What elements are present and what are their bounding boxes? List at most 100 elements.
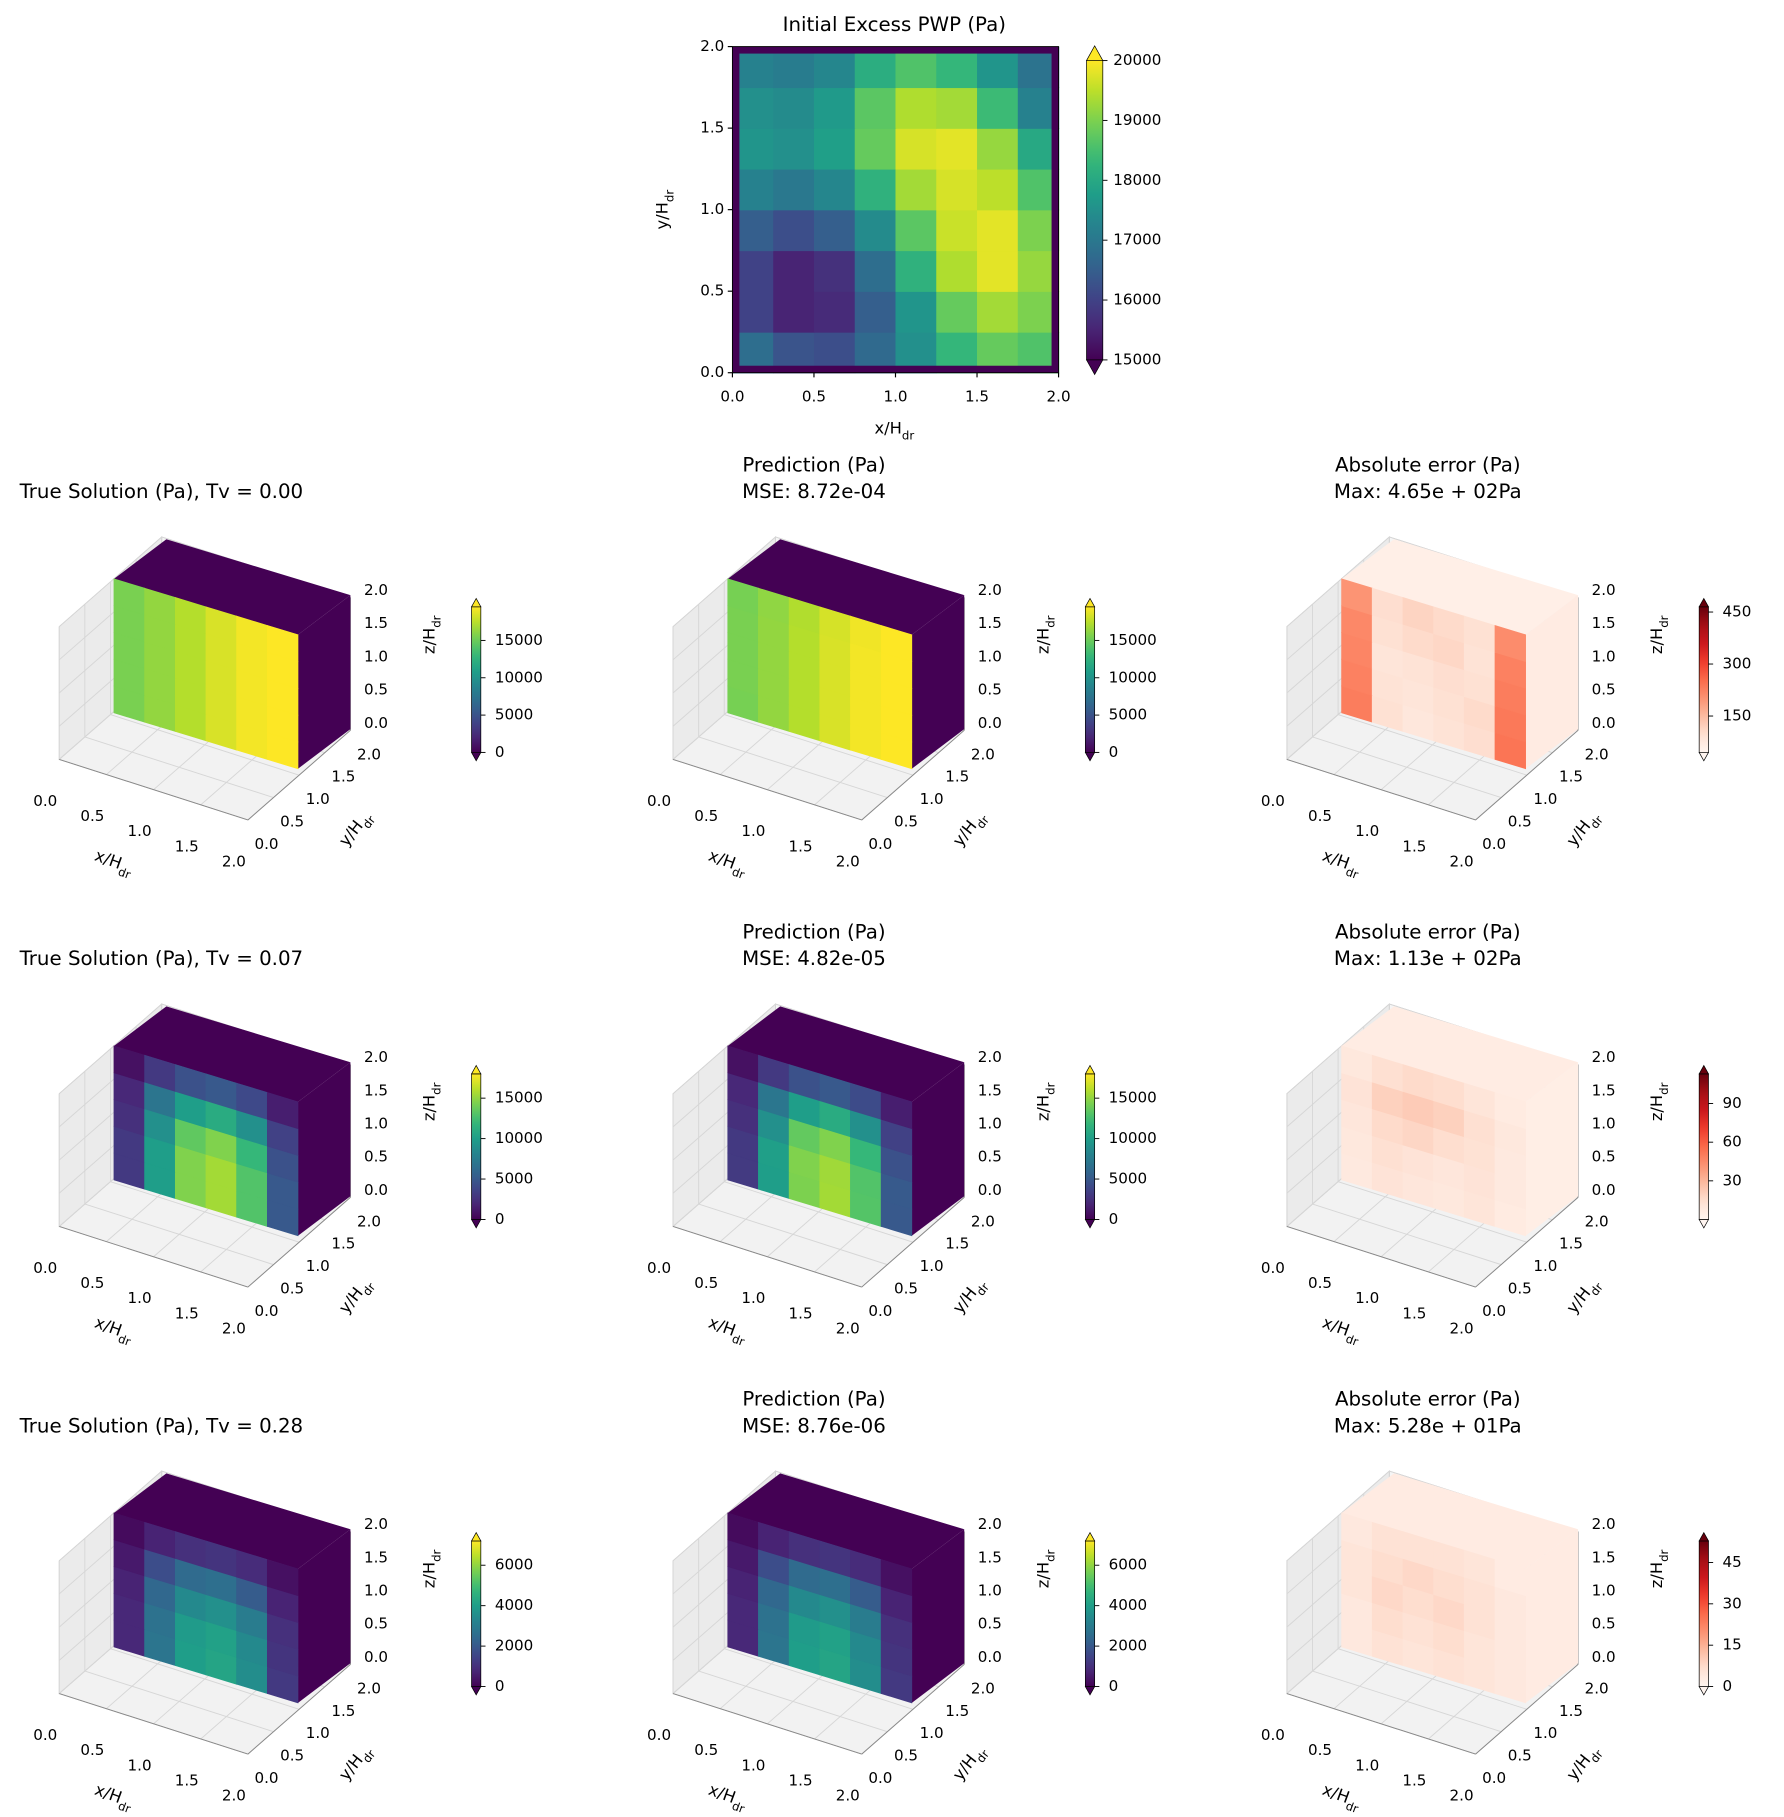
chart-title: Max: 1.13e + 02Pa [1334,947,1522,970]
x-tick-label: 1.0 [741,1756,765,1774]
z-tick-label: 1.0 [364,1582,388,1600]
axis-label-sub: dr [429,1549,443,1561]
axis-label-sub: dr [730,1331,746,1348]
box-front-cell [1494,1092,1526,1130]
heatmap-cell [854,128,897,170]
axis-label-text: z/H [1647,1095,1666,1121]
grid-line [1312,1670,1502,1733]
y-tick-label: 0.0 [1482,835,1506,853]
y-tick-label: 2.0 [1585,1212,1609,1230]
y-tick-label: 0.0 [255,1769,279,1787]
grid-line [1337,1181,1527,1243]
axis-label-sub: dr [730,864,746,881]
x-tick-label: 1.0 [883,388,907,406]
grid-line [1312,1203,1502,1266]
y-tick-label: 2.0 [971,1679,995,1697]
box-top [727,1006,965,1102]
grid-line [724,1181,914,1243]
colorbar-tick-label: 0 [1109,1677,1119,1695]
z-tick-label: 1.0 [1592,1582,1616,1600]
y-tick-label: 1.5 [331,1235,355,1253]
box-front-cell [880,1092,913,1130]
y-tick-label: 0.5 [280,1280,304,1298]
colorbar-tick-label: 0 [1109,743,1119,761]
axis-label-text: z/H [1647,628,1666,654]
chart-title: True Solution (Pa), Tv = 0.00 [19,480,304,503]
box-top [1341,1473,1579,1569]
heatmap-cell [854,209,897,252]
x-tick-label: 2.0 [222,1787,246,1805]
grid-line [1286,1470,1390,1562]
y-tick-label: 1.5 [331,768,355,786]
heatmap-cell [813,128,856,170]
colorbar-extend [470,1219,482,1229]
x-tick-label: 2.0 [836,852,860,870]
x-tick-label: 1.0 [128,1289,152,1307]
x-tick-label: 2.0 [1450,852,1474,870]
colorbar-tick-label: 20000 [1113,51,1161,69]
colorbar-extend [1698,1064,1710,1075]
heatmap-cell [895,128,937,170]
y-tick-label: 0.0 [1482,1302,1506,1320]
colorbar [1698,1540,1709,1687]
x-tick-label: 0.0 [33,792,57,810]
colorbar-tick-label: 0 [495,743,505,761]
axis-label: x/Hdr [91,1779,137,1815]
x-tick-label: 0.5 [694,1274,718,1292]
z-tick-label: 1.5 [364,1548,388,1566]
axis-label: x/Hdr [1318,1312,1364,1348]
colorbar-tick-label: 10000 [1109,1129,1157,1147]
colorbar-tick-label: 150 [1722,707,1751,725]
axis-label: z/Hdr [1033,615,1057,654]
y-tick-label: 2.0 [357,1679,381,1697]
colorbar-extend [1698,752,1710,762]
y-tick-label: 1.0 [920,1257,944,1275]
axis-label-text: z/H [1033,628,1052,654]
grid-line [110,1648,300,1710]
chart-title: MSE: 8.76e-06 [742,1414,886,1437]
colorbar-tick-label: 10000 [495,1129,543,1147]
z-tick-label: 1.5 [1592,1081,1616,1099]
colorbar [471,1540,482,1687]
axis-label-sub: dr [116,1798,132,1815]
x-tick-label: 0.0 [647,792,671,810]
axis-label-text: z/H [1647,1562,1666,1588]
axis-label: x/Hdr [874,418,914,442]
x-tick-label: 1.5 [789,837,813,855]
colorbar-tick-label: 0 [1109,1210,1119,1228]
z-tick-label: 0.5 [364,1148,388,1166]
colorbar-extend [1084,1219,1096,1229]
axis-label: x/Hdr [91,845,137,881]
grid-line [84,1203,274,1266]
heatmap-cell [813,87,856,129]
chart-title: True Solution (Pa), Tv = 0.28 [19,1414,304,1437]
chart-title: Absolute error (Pa) [1335,1388,1521,1411]
z-tick-label: 0.0 [1592,1181,1616,1199]
heatmap-cell [977,291,1019,333]
z-tick-label: 0.0 [1592,1648,1616,1666]
colorbar-tick-label: 19000 [1113,111,1161,129]
y-tick-label: 1.5 [700,119,724,137]
box-top [113,1473,351,1569]
box-side [1525,1062,1579,1236]
x-tick-label: 1.0 [741,822,765,840]
x-tick-label: 0.0 [33,1259,57,1277]
grid-line [672,1003,776,1095]
chart-title: Initial Excess PWP (Pa) [783,13,1006,36]
x-tick-label: 0.0 [1261,1259,1285,1277]
box-top [1341,539,1579,635]
z-tick-label: 0.5 [364,681,388,699]
grid-line [698,1203,888,1266]
heatmap-cell [813,291,856,333]
axis-label-sub: dr [1043,1549,1057,1561]
axis-line [672,1226,862,1288]
x-tick-label: 1.5 [1402,837,1426,855]
axis-line [1286,758,1476,821]
axis-line [59,758,249,821]
axis-label: y/Hdr [1562,1274,1605,1320]
colorbar-extend [1084,1531,1096,1542]
box-front-cell [880,624,913,663]
grid-line [58,1003,163,1095]
box-front-cell [266,1092,299,1130]
chart-title: MSE: 4.82e-05 [742,947,886,970]
